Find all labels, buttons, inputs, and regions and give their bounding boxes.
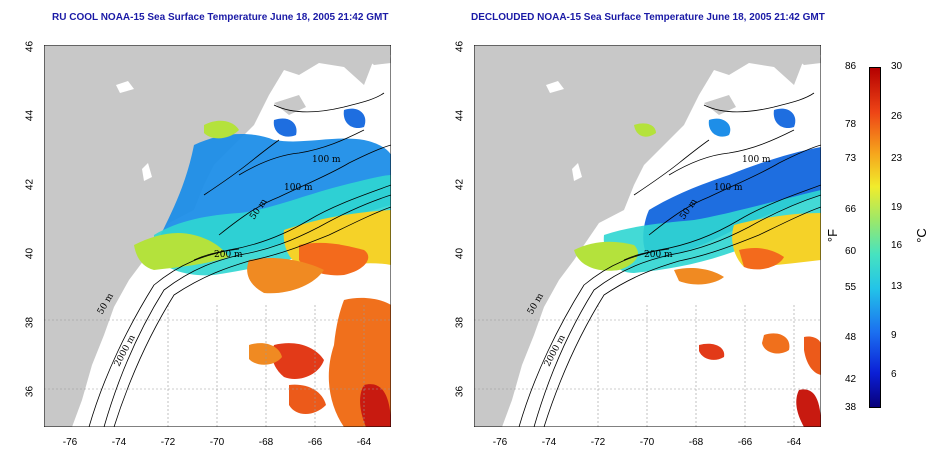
colorbar-f-86: 86 bbox=[845, 61, 857, 72]
right-lon-label-64: -64 bbox=[786, 437, 802, 448]
left-lon-label-64: -64 bbox=[356, 437, 372, 448]
colorbar-c-19: 19 bbox=[891, 202, 903, 213]
left-contour-label-100m-a: 100 m bbox=[312, 155, 341, 165]
left-lat-label-44: 44 bbox=[24, 109, 36, 122]
colorbar-f-38: 38 bbox=[845, 402, 857, 413]
right-lon-label-76: -76 bbox=[492, 437, 508, 448]
colorbar-f-42: 42 bbox=[845, 374, 857, 385]
right-lat-label-40: 40 bbox=[454, 247, 466, 260]
right-sst-map: 100 m 100 m 50 m 200 m 50 m 2000 m bbox=[474, 45, 821, 427]
right-lat-label-38: 38 bbox=[454, 316, 466, 329]
right-lon-label-70: -70 bbox=[639, 437, 655, 448]
right-map-title: DECLOUDED NOAA-15 Sea Surface Temperatur… bbox=[471, 12, 825, 23]
right-lat-label-46: 46 bbox=[454, 40, 466, 53]
colorbar-f-55: 55 bbox=[845, 282, 857, 293]
left-map-title: RU COOL NOAA-15 Sea Surface Temperature … bbox=[52, 12, 389, 23]
colorbar-c-13: 13 bbox=[891, 281, 903, 292]
colorbar-unit-fahrenheit: °F bbox=[825, 228, 841, 243]
left-contour-label-200m: 200 m bbox=[214, 250, 243, 260]
colorbar-c-16: 16 bbox=[891, 240, 903, 251]
colorbar-f-48: 48 bbox=[845, 332, 857, 343]
colorbar-f-60: 60 bbox=[845, 246, 857, 257]
colorbar-unit-celsius: °C bbox=[913, 228, 929, 243]
left-lat-label-42: 42 bbox=[24, 178, 36, 191]
colorbar-c-30: 30 bbox=[891, 61, 903, 72]
colorbar-c-26: 26 bbox=[891, 111, 903, 122]
left-lon-label-66: -66 bbox=[307, 437, 323, 448]
left-lat-label-36: 36 bbox=[24, 385, 36, 398]
left-lon-label-68: -68 bbox=[258, 437, 274, 448]
right-lon-label-72: -72 bbox=[590, 437, 606, 448]
right-lon-label-66: -66 bbox=[737, 437, 753, 448]
left-lon-label-76: -76 bbox=[62, 437, 78, 448]
right-contour-label-100m-b: 100 m bbox=[714, 183, 743, 193]
left-lat-label-46: 46 bbox=[24, 40, 36, 53]
left-lon-label-74: -74 bbox=[111, 437, 127, 448]
left-lon-label-72: -72 bbox=[160, 437, 176, 448]
colorbar-c-6: 6 bbox=[891, 369, 897, 380]
right-contour-label-100m-a: 100 m bbox=[742, 155, 771, 165]
left-sst-map: 100 m 100 m 50 m 200 m 50 m 2000 m bbox=[44, 45, 391, 427]
right-contour-label-200m: 200 m bbox=[644, 250, 673, 260]
left-lon-label-70: -70 bbox=[209, 437, 225, 448]
right-lat-label-36: 36 bbox=[454, 385, 466, 398]
right-lat-label-44: 44 bbox=[454, 109, 466, 122]
left-contour-label-100m-b: 100 m bbox=[284, 183, 313, 193]
colorbar-f-78: 78 bbox=[845, 119, 857, 130]
colorbar-c-9: 9 bbox=[891, 330, 897, 341]
temperature-colorbar bbox=[869, 67, 881, 408]
left-lat-label-40: 40 bbox=[24, 247, 36, 260]
colorbar-f-66: 66 bbox=[845, 204, 857, 215]
colorbar-c-23: 23 bbox=[891, 153, 903, 164]
right-lat-label-42: 42 bbox=[454, 178, 466, 191]
colorbar-f-73: 73 bbox=[845, 153, 857, 164]
left-lat-label-38: 38 bbox=[24, 316, 36, 329]
right-lon-label-68: -68 bbox=[688, 437, 704, 448]
right-lon-label-74: -74 bbox=[541, 437, 557, 448]
